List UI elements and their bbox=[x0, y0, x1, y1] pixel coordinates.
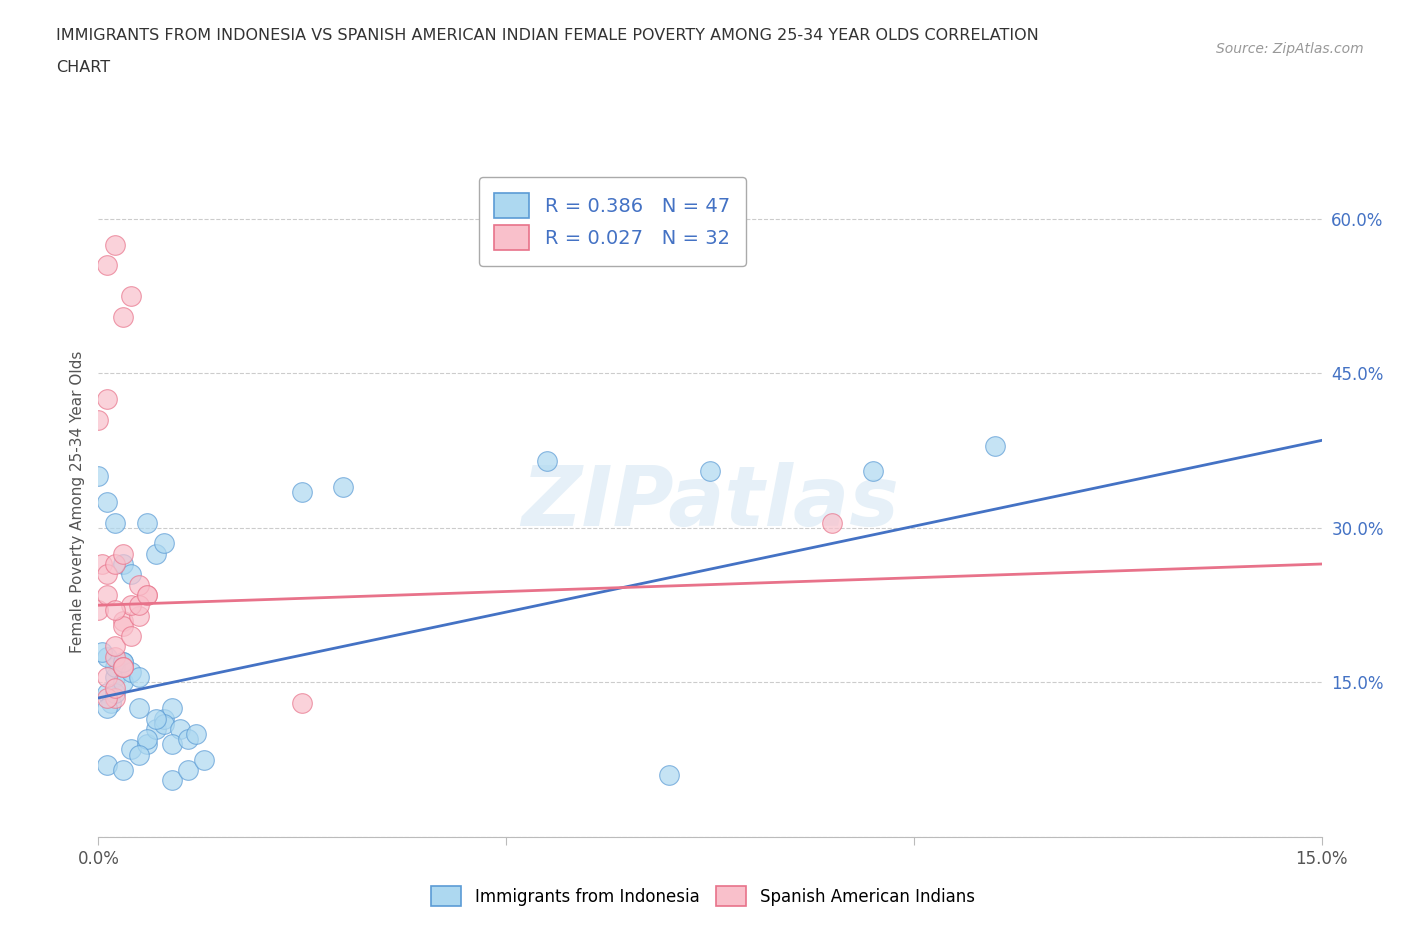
Point bbox=[87, 603, 110, 618]
Point bbox=[111, 655, 134, 670]
Point bbox=[96, 588, 118, 603]
Point bbox=[120, 742, 142, 757]
Point bbox=[91, 556, 114, 571]
Point bbox=[120, 288, 142, 303]
Point bbox=[96, 392, 118, 406]
Point bbox=[177, 732, 200, 747]
Point bbox=[104, 690, 127, 705]
Point bbox=[104, 515, 127, 530]
Point bbox=[96, 757, 118, 772]
Point bbox=[145, 546, 167, 561]
Point bbox=[111, 613, 134, 628]
Point bbox=[120, 567, 142, 582]
Point bbox=[120, 629, 142, 644]
Point bbox=[96, 567, 118, 582]
Point bbox=[111, 556, 134, 571]
Point bbox=[152, 716, 174, 731]
Point bbox=[862, 464, 884, 479]
Point bbox=[104, 649, 127, 664]
Point bbox=[96, 495, 118, 510]
Point bbox=[111, 618, 134, 633]
Point bbox=[136, 737, 159, 751]
Point bbox=[136, 588, 159, 603]
Point bbox=[111, 763, 134, 777]
Point bbox=[145, 711, 167, 726]
Point bbox=[111, 675, 134, 690]
Point bbox=[111, 546, 134, 561]
Point bbox=[111, 659, 134, 674]
Point bbox=[104, 639, 127, 654]
Text: CHART: CHART bbox=[56, 60, 110, 75]
Point bbox=[291, 696, 314, 711]
Point bbox=[104, 237, 127, 252]
Text: IMMIGRANTS FROM INDONESIA VS SPANISH AMERICAN INDIAN FEMALE POVERTY AMONG 25-34 : IMMIGRANTS FROM INDONESIA VS SPANISH AME… bbox=[56, 28, 1039, 43]
Point bbox=[120, 598, 142, 613]
Point bbox=[821, 515, 844, 530]
Point bbox=[193, 752, 215, 767]
Text: Source: ZipAtlas.com: Source: ZipAtlas.com bbox=[1216, 42, 1364, 56]
Point bbox=[699, 464, 721, 479]
Point bbox=[111, 659, 134, 674]
Point bbox=[111, 310, 134, 325]
Point bbox=[152, 711, 174, 726]
Point bbox=[87, 412, 110, 427]
Point bbox=[128, 578, 150, 592]
Point bbox=[104, 670, 127, 684]
Point bbox=[984, 438, 1007, 453]
Point bbox=[96, 258, 118, 272]
Point bbox=[160, 737, 183, 751]
Point bbox=[136, 588, 159, 603]
Point bbox=[91, 644, 114, 659]
Legend: R = 0.386   N = 47, R = 0.027   N = 32: R = 0.386 N = 47, R = 0.027 N = 32 bbox=[479, 177, 745, 266]
Point bbox=[128, 598, 150, 613]
Point bbox=[96, 701, 118, 716]
Point bbox=[169, 722, 191, 737]
Text: ZIPatlas: ZIPatlas bbox=[522, 461, 898, 543]
Point bbox=[332, 479, 354, 494]
Point bbox=[104, 603, 127, 618]
Point bbox=[186, 726, 208, 741]
Point bbox=[120, 665, 142, 680]
Point bbox=[658, 768, 681, 783]
Point bbox=[100, 696, 122, 711]
Legend: Immigrants from Indonesia, Spanish American Indians: Immigrants from Indonesia, Spanish Ameri… bbox=[425, 880, 981, 912]
Point bbox=[536, 454, 558, 469]
Point bbox=[128, 670, 150, 684]
Point bbox=[104, 685, 127, 700]
Point bbox=[128, 701, 150, 716]
Point bbox=[152, 536, 174, 551]
Point bbox=[136, 732, 159, 747]
Point bbox=[177, 763, 200, 777]
Point bbox=[104, 659, 127, 674]
Point bbox=[96, 649, 118, 664]
Point bbox=[145, 722, 167, 737]
Point bbox=[96, 685, 118, 700]
Point bbox=[111, 655, 134, 670]
Y-axis label: Female Poverty Among 25-34 Year Olds: Female Poverty Among 25-34 Year Olds bbox=[69, 351, 84, 654]
Point bbox=[104, 556, 127, 571]
Point bbox=[291, 485, 314, 499]
Point bbox=[128, 747, 150, 762]
Point bbox=[160, 773, 183, 788]
Point bbox=[128, 608, 150, 623]
Point bbox=[96, 690, 118, 705]
Point bbox=[136, 515, 159, 530]
Point bbox=[104, 680, 127, 695]
Point bbox=[96, 670, 118, 684]
Point bbox=[87, 469, 110, 484]
Point bbox=[160, 701, 183, 716]
